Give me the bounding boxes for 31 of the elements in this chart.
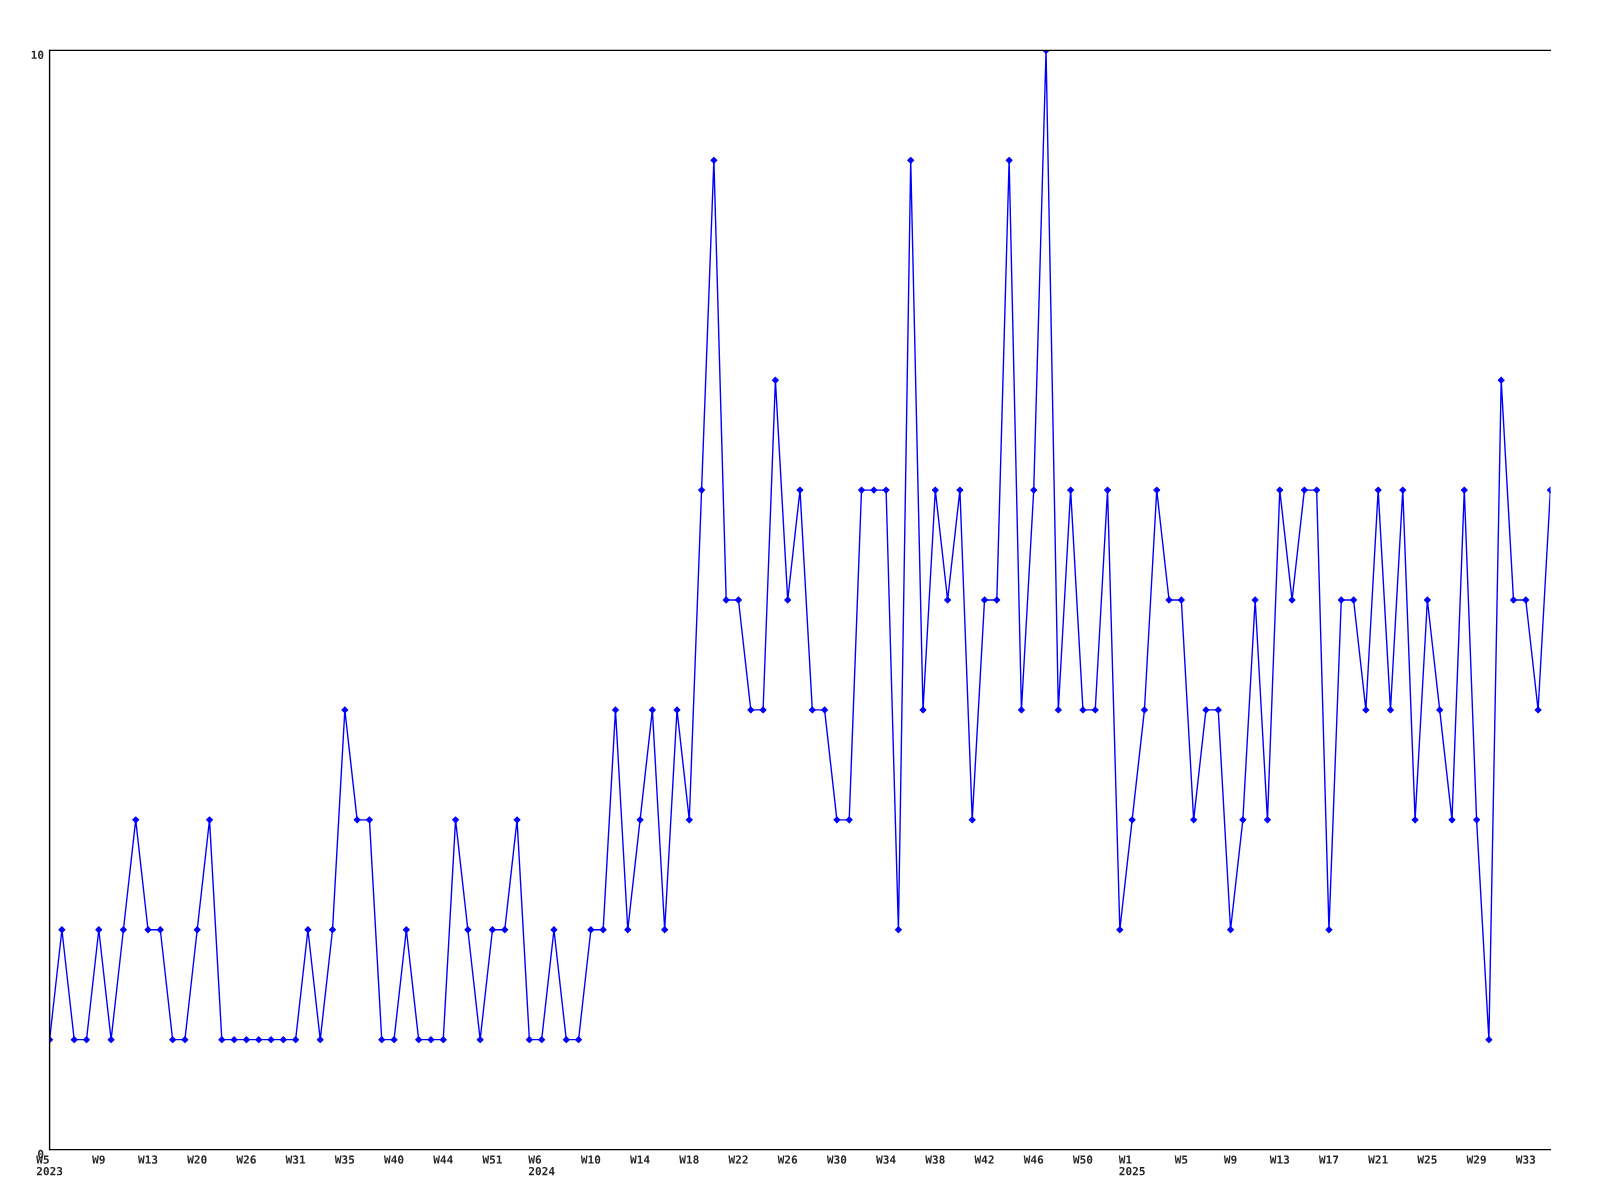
x-tick-label: W50 — [1072, 1155, 1093, 1164]
x-tick-label: W29 — [1466, 1155, 1486, 1164]
x-tick-label: W22 — [728, 1155, 748, 1164]
x-tick-label: W42 — [974, 1155, 994, 1164]
x-tick-label: W13 — [137, 1155, 158, 1164]
x-tick-label: W13 — [1269, 1155, 1290, 1164]
x-tick-label: W18 — [679, 1155, 699, 1164]
x-tick-label: W25 — [1417, 1155, 1437, 1164]
x-tick-label: W10 — [580, 1155, 601, 1164]
x-tick-label: W33 — [1515, 1155, 1536, 1164]
x-tick-label: W30 — [826, 1155, 847, 1164]
x-tick-label: W44 — [433, 1155, 453, 1164]
x-tick-label: W6 2024 — [528, 1155, 555, 1176]
x-tick-label: W5 — [1174, 1155, 1188, 1164]
x-tick-label: W9 — [92, 1155, 105, 1164]
x-tick-label: W1 2025 — [1118, 1155, 1145, 1176]
x-tick-label: W34 — [876, 1155, 896, 1164]
x-tick-label: W26 — [236, 1155, 256, 1164]
x-tick-label: W35 — [334, 1155, 355, 1164]
x-tick-label: W9 — [1223, 1155, 1237, 1164]
y-tick-label: 10 — [31, 50, 44, 59]
x-tick-label: W14 — [630, 1155, 650, 1164]
x-tick-label: W46 — [1023, 1155, 1044, 1164]
x-tick-label: W26 — [777, 1155, 798, 1164]
x-tick-label: W38 — [925, 1155, 945, 1164]
x-tick-label: W31 — [285, 1155, 306, 1164]
x-tick-label: W17 — [1318, 1155, 1339, 1164]
x-tick-label: W40 — [384, 1155, 404, 1164]
x-tick-label: W20 — [187, 1155, 207, 1164]
x-tick-label: W51 — [482, 1155, 502, 1164]
x-tick-label: W21 — [1368, 1155, 1388, 1164]
